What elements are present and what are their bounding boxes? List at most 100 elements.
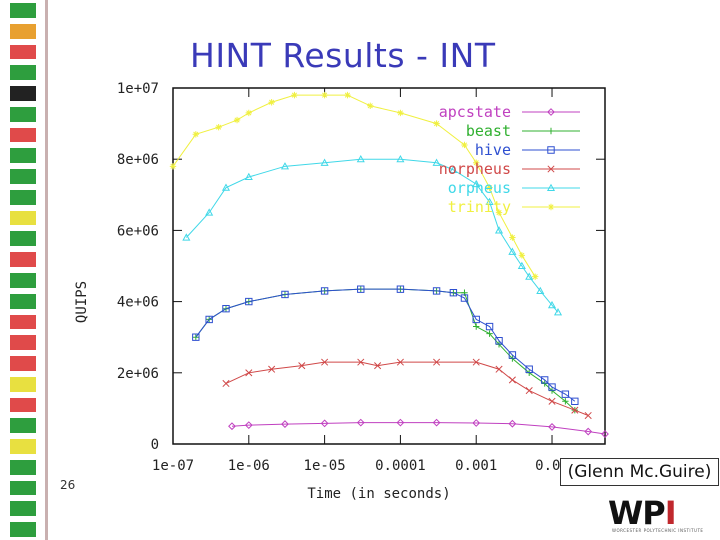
legend-marker-orpheus [546, 183, 556, 192]
logo-mark-accent: I [664, 494, 677, 532]
data-point-hive [245, 297, 253, 306]
legend-label-hive: hive [475, 141, 511, 159]
data-point-orpheus [508, 247, 517, 255]
stripe-segment [10, 252, 36, 267]
stripe-segment [10, 522, 36, 537]
x-axis-label: Time (in seconds) [307, 486, 450, 500]
series-line-hive [195, 288, 576, 402]
series-line-beast [195, 288, 576, 411]
legend-marker-hive [547, 146, 555, 154]
stripe-divider [45, 0, 48, 540]
data-point-hive [472, 315, 480, 324]
data-point-trinity [245, 109, 253, 117]
stripe-segment [10, 397, 36, 413]
data-point-hive [540, 376, 549, 384]
data-point-norpheus [584, 411, 592, 420]
data-point-trinity [344, 91, 351, 99]
data-point-hive [449, 289, 458, 297]
data-point-apcstate [584, 427, 593, 436]
series-apcstate [228, 418, 609, 438]
data-point-apcstate [601, 430, 609, 438]
data-point-beast [562, 398, 569, 405]
data-point-orpheus [525, 272, 534, 280]
data-point-orpheus [320, 158, 329, 166]
data-point-trinity [215, 123, 222, 131]
stripe-segment [10, 335, 36, 351]
data-point-norpheus [495, 365, 503, 373]
x-tick-label: 1e-06 [228, 458, 270, 474]
y-axis-label: QUIPS [74, 281, 90, 323]
data-point-hive [222, 305, 230, 313]
stripe-segment [10, 356, 36, 371]
stripe-segment [10, 23, 36, 39]
data-point-norpheus [245, 369, 253, 377]
stripe-segment [10, 231, 36, 247]
data-point-orpheus [553, 308, 563, 316]
y-tick-label: 8e+06 [117, 152, 159, 168]
stripe-segment [10, 65, 36, 81]
y-tick-label: 4e+06 [117, 295, 159, 311]
data-point-hive [460, 294, 469, 302]
stripe-segment [10, 106, 36, 122]
stripe-segment [10, 376, 36, 392]
data-point-apcstate [432, 418, 441, 427]
data-point-apcstate [472, 419, 481, 427]
data-point-orpheus [244, 172, 253, 181]
stripe-segment [10, 273, 36, 288]
data-point-norpheus [357, 358, 365, 366]
plot-area-frame [172, 87, 606, 445]
data-point-hive [525, 365, 533, 373]
data-point-trinity [367, 102, 374, 109]
stripe-segment [10, 418, 36, 434]
data-point-norpheus [548, 397, 556, 405]
data-point-hive [320, 287, 329, 295]
data-point-orpheus [205, 208, 214, 216]
series-orpheus [182, 154, 563, 316]
data-point-orpheus [517, 261, 526, 270]
stripe-segment [10, 293, 36, 309]
data-point-orpheus [280, 162, 290, 170]
data-point-trinity [268, 99, 275, 106]
data-point-apcstate [281, 420, 289, 428]
data-point-orpheus [494, 226, 504, 234]
data-point-norpheus [321, 358, 329, 366]
data-point-beast [486, 330, 493, 337]
data-point-trinity [233, 116, 241, 124]
stripe-segment [10, 3, 36, 18]
stripe-segment [10, 480, 36, 496]
legend-label-beast: beast [466, 122, 511, 140]
data-point-norpheus [571, 406, 579, 414]
data-point-apcstate [356, 418, 365, 427]
data-point-hive [548, 383, 556, 391]
stripe-segment [10, 169, 36, 184]
data-point-norpheus [472, 358, 480, 366]
data-point-hive [357, 285, 365, 293]
data-point-apcstate [228, 422, 236, 431]
series-line-norpheus [225, 361, 589, 416]
stripe-segment [10, 127, 36, 143]
data-point-norpheus [268, 365, 276, 373]
data-point-orpheus [536, 286, 545, 294]
stripe-segment [10, 44, 36, 60]
data-point-apcstate [396, 418, 405, 427]
logo-subtext: WORCESTER POLYTECHNIC INSTITUTE [612, 528, 704, 533]
data-point-hive [561, 390, 570, 398]
legend-marker-beast [547, 127, 555, 135]
series-line-orpheus [185, 158, 559, 313]
data-point-orpheus [472, 179, 481, 188]
data-point-norpheus [433, 358, 441, 366]
data-point-trinity [397, 109, 404, 117]
series-hive [192, 285, 579, 405]
y-tick-label: 6e+06 [117, 223, 159, 239]
legend-marker-norpheus [547, 165, 555, 173]
credit-box: (Glenn Mc.Guire) [560, 458, 719, 486]
y-tick-label: 0 [151, 437, 159, 453]
data-point-trinity [169, 163, 177, 170]
data-point-norpheus [396, 358, 404, 366]
x-tick-label: 1e-05 [304, 458, 346, 474]
data-point-trinity [531, 273, 539, 280]
series-trinity [169, 91, 539, 280]
data-point-trinity [461, 141, 468, 149]
data-point-hive [571, 397, 579, 405]
data-point-apcstate [548, 423, 556, 431]
